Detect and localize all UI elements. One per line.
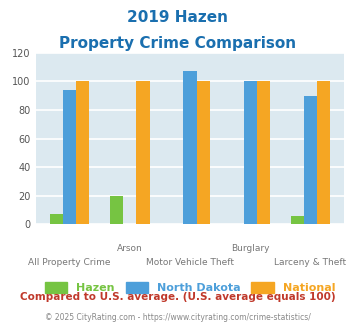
Bar bbox=[244, 82, 257, 224]
Bar bbox=[136, 82, 149, 224]
Bar bbox=[63, 90, 76, 224]
Bar bbox=[197, 82, 210, 224]
Text: Arson: Arson bbox=[117, 244, 143, 253]
Text: Motor Vehicle Theft: Motor Vehicle Theft bbox=[146, 258, 234, 267]
Bar bbox=[50, 214, 63, 224]
Text: Compared to U.S. average. (U.S. average equals 100): Compared to U.S. average. (U.S. average … bbox=[20, 292, 335, 302]
Bar bbox=[76, 82, 89, 224]
Bar bbox=[317, 82, 330, 224]
Text: Larceny & Theft: Larceny & Theft bbox=[274, 258, 346, 267]
Text: 2019 Hazen: 2019 Hazen bbox=[127, 10, 228, 25]
Bar bbox=[304, 96, 317, 224]
Text: Property Crime Comparison: Property Crime Comparison bbox=[59, 36, 296, 51]
Bar bbox=[110, 196, 123, 224]
Legend: Hazen, North Dakota, National: Hazen, North Dakota, National bbox=[40, 278, 339, 298]
Text: All Property Crime: All Property Crime bbox=[28, 258, 111, 267]
Text: © 2025 CityRating.com - https://www.cityrating.com/crime-statistics/: © 2025 CityRating.com - https://www.city… bbox=[45, 314, 310, 322]
Text: Burglary: Burglary bbox=[231, 244, 269, 253]
Bar bbox=[290, 216, 304, 224]
Bar bbox=[183, 71, 197, 224]
Bar bbox=[257, 82, 270, 224]
